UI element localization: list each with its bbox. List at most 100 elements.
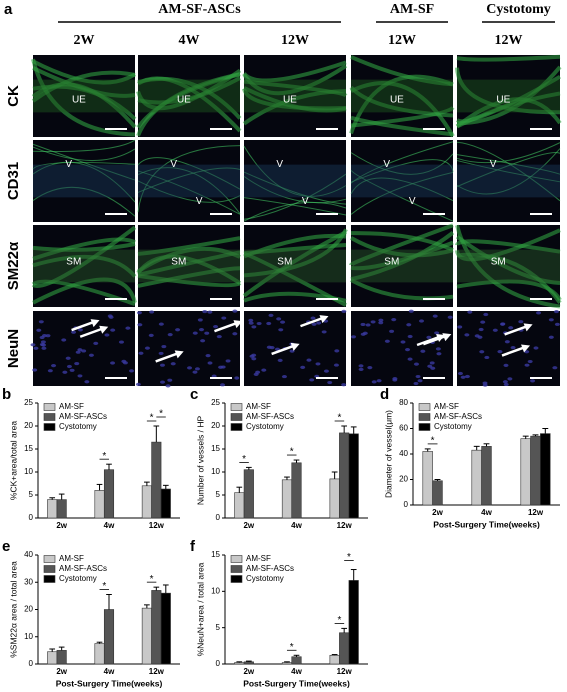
bar	[103, 609, 115, 665]
arrow-head	[233, 320, 243, 329]
stain	[457, 249, 560, 283]
tissue-label: V	[65, 159, 72, 170]
y-axis-title: Number of vessels / HP	[195, 416, 205, 506]
nucleus	[384, 339, 390, 343]
nucleus	[300, 365, 306, 369]
significance-marker: *	[159, 409, 163, 420]
nucleus	[447, 315, 453, 319]
nucleus	[552, 366, 558, 370]
y-tick-label: 15	[211, 444, 220, 453]
tissue	[242, 88, 347, 111]
micrograph-texture	[349, 55, 455, 138]
y-tick-label: 60	[399, 424, 408, 433]
nucleus	[460, 375, 466, 379]
tissue	[456, 65, 562, 126]
bar	[291, 462, 302, 519]
nucleus	[371, 380, 377, 384]
arrow	[300, 316, 323, 328]
arrow	[504, 325, 528, 336]
arrow	[71, 320, 94, 332]
tissue-label: UE	[390, 95, 404, 106]
tissue	[137, 250, 241, 277]
x-tick-label: 12w	[337, 521, 353, 530]
stain	[351, 79, 453, 113]
tissue	[350, 236, 454, 258]
nucleus	[47, 369, 53, 373]
nucleus	[77, 348, 83, 352]
nucleus	[110, 328, 116, 332]
legend-label: AM-SF-ASCs	[434, 412, 482, 421]
nucleus	[503, 363, 509, 367]
nucleus	[413, 381, 419, 386]
y-axis-title: Diameter of vessel(μm)	[383, 410, 393, 498]
tissue-label: SM	[384, 257, 399, 268]
bar	[520, 438, 531, 506]
significance-marker: *	[431, 436, 435, 447]
bar	[234, 492, 245, 519]
nucleus	[370, 320, 376, 324]
nucleus	[220, 365, 226, 369]
micrograph-texture	[30, 314, 135, 384]
bar	[422, 451, 433, 506]
bar	[47, 499, 58, 519]
tissue	[350, 231, 454, 252]
significance-marker: *	[290, 447, 294, 458]
nucleus	[192, 370, 198, 374]
nucleus	[510, 345, 516, 350]
nucleus	[278, 328, 284, 332]
nucleus	[508, 326, 514, 330]
time-header: 12W	[495, 33, 523, 48]
nucleus	[213, 325, 219, 329]
tissue	[243, 251, 347, 307]
tissue	[32, 277, 137, 305]
tissue	[456, 148, 561, 195]
x-tick-label: 4w	[104, 521, 115, 530]
tissue	[350, 105, 455, 128]
stain	[457, 79, 560, 113]
bar	[339, 432, 350, 519]
nucleus	[251, 357, 257, 361]
nucleus	[125, 326, 131, 330]
stain	[351, 164, 453, 198]
nucleus	[40, 340, 46, 344]
nucleus	[69, 368, 75, 372]
x-axis-title: Post-Surgery Time(weeks)	[433, 519, 540, 529]
legend-label: Cystotomy	[246, 422, 284, 431]
tissue	[350, 177, 454, 202]
tissue	[136, 76, 242, 133]
y-tick-label: 0	[216, 659, 221, 668]
legend-swatch	[43, 555, 56, 563]
bar	[234, 662, 245, 665]
tissue	[31, 70, 136, 103]
stain	[33, 164, 135, 198]
nucleus	[289, 349, 295, 353]
significance-marker: *	[347, 552, 351, 563]
nucleus	[316, 321, 322, 325]
legend-swatch	[230, 423, 243, 431]
nucleus	[38, 320, 44, 324]
y-tick-label: 5	[29, 490, 34, 499]
nucleus	[204, 331, 210, 335]
nucleus	[175, 328, 181, 332]
bar	[329, 654, 340, 665]
nucleus	[408, 309, 414, 313]
nucleus	[266, 345, 272, 349]
bar	[243, 661, 254, 665]
tissue	[137, 180, 241, 203]
nucleus	[378, 318, 384, 322]
arrow	[416, 335, 440, 347]
tissue-label: V	[409, 196, 416, 207]
nucleus	[110, 361, 116, 365]
y-tick-label: 0	[404, 500, 409, 509]
time-header: 12W	[281, 33, 309, 48]
arrow-head	[99, 325, 109, 334]
bar	[141, 607, 152, 665]
y-tick-label: 0	[29, 659, 34, 668]
x-tick-label: 2w	[56, 521, 67, 530]
nucleus	[158, 322, 164, 326]
significance-marker: *	[102, 451, 106, 462]
y-tick-label: 80	[399, 398, 408, 407]
significance-marker: *	[150, 574, 154, 585]
nucleus	[32, 368, 38, 372]
